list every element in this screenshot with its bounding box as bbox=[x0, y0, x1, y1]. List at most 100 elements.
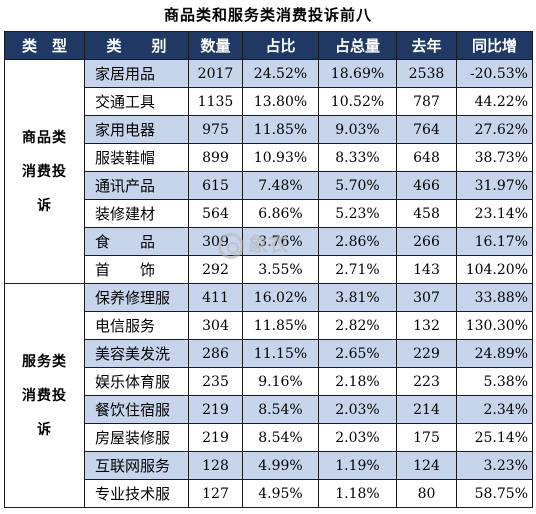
cell-item: 装修建材 bbox=[84, 199, 189, 228]
category-label-line: 消费投 bbox=[22, 163, 67, 180]
cell-count: 564 bbox=[188, 199, 243, 228]
cell-item: 家用电器 bbox=[84, 115, 189, 144]
table-body: 商品类 消费投诉家居用品 2017 24.52% 18.69% 2538 -20.53% 交通… bbox=[4, 59, 533, 508]
cell-last-year: 80 bbox=[396, 479, 457, 508]
cell-share-total: 2.71% bbox=[318, 255, 397, 284]
category-cell: 商品类 消费投诉 bbox=[4, 59, 85, 284]
cell-last-year: 132 bbox=[396, 311, 457, 340]
cell-share: 3.76% bbox=[242, 227, 319, 256]
cell-last-year: 214 bbox=[396, 395, 457, 424]
cell-yoy: 33.88% bbox=[456, 283, 533, 312]
cell-count: 615 bbox=[188, 171, 243, 200]
cell-yoy: 44.22% bbox=[456, 87, 533, 116]
cell-yoy: 3.23% bbox=[456, 451, 533, 480]
cell-yoy: 27.62% bbox=[456, 115, 533, 144]
cell-item: 房屋装修服 bbox=[84, 423, 189, 452]
cell-item: 互联网服务 bbox=[84, 451, 189, 480]
cell-last-year: 648 bbox=[396, 143, 457, 172]
cell-count: 411 bbox=[188, 283, 243, 312]
cell-share: 8.54% bbox=[242, 423, 319, 452]
cell-count: 235 bbox=[188, 367, 243, 396]
header-type: 类 型 bbox=[4, 31, 85, 60]
table-row: 互联网服务 128 4.99% 1.19% 124 3.23% bbox=[5, 451, 533, 480]
cell-item: 专业技术服 bbox=[84, 479, 189, 508]
cell-item: 餐饮住宿服 bbox=[84, 395, 189, 424]
cell-yoy: 31.97% bbox=[456, 171, 533, 200]
category-label-line: 商品类 bbox=[22, 129, 67, 146]
category-label-line: 诉 bbox=[37, 197, 52, 214]
table-row: 美容美发洗 286 11.15% 2.65% 229 24.89% bbox=[5, 339, 533, 368]
cell-share: 13.80% bbox=[242, 87, 319, 116]
table-row: 交通工具 1135 13.80% 10.52% 787 44.22% bbox=[5, 87, 533, 116]
cell-share-total: 18.69% bbox=[318, 59, 397, 88]
cell-item: 娱乐体育服 bbox=[84, 367, 189, 396]
cell-last-year: 466 bbox=[396, 171, 457, 200]
cell-yoy: 58.75% bbox=[456, 479, 533, 508]
table-row: 首 饰 292 3.55% 2.71% 143 104.20% bbox=[5, 255, 533, 284]
cell-count: 1135 bbox=[188, 87, 243, 116]
cell-share: 6.86% bbox=[242, 199, 319, 228]
cell-share: 24.52% bbox=[242, 59, 319, 88]
header-last-year: 去年 bbox=[396, 31, 457, 60]
cell-share-total: 5.70% bbox=[318, 171, 397, 200]
cell-share-total: 2.86% bbox=[318, 227, 397, 256]
cell-share-total: 10.52% bbox=[318, 87, 397, 116]
table-row: 娱乐体育服 235 9.16% 2.18% 223 5.38% bbox=[5, 367, 533, 396]
cell-last-year: 229 bbox=[396, 339, 457, 368]
cell-yoy: 23.14% bbox=[456, 199, 533, 228]
cell-share: 8.54% bbox=[242, 395, 319, 424]
cell-item: 首 饰 bbox=[84, 255, 189, 284]
cell-share: 10.93% bbox=[242, 143, 319, 172]
cell-count: 292 bbox=[188, 255, 243, 284]
cell-share-total: 2.03% bbox=[318, 395, 397, 424]
cell-yoy: 2.34% bbox=[456, 395, 533, 424]
cell-share: 16.02% bbox=[242, 283, 319, 312]
cell-share-total: 2.82% bbox=[318, 311, 397, 340]
cell-last-year: 2538 bbox=[396, 59, 457, 88]
cell-yoy: 104.20% bbox=[456, 255, 533, 284]
table-row: 装修建材 564 6.86% 5.23% 458 23.14% bbox=[5, 199, 533, 228]
table-row: 电信服务 304 11.85% 2.82% 132 130.30% bbox=[5, 311, 533, 340]
cell-yoy: 25.14% bbox=[456, 423, 533, 452]
cell-count: 304 bbox=[188, 311, 243, 340]
table-row: 专业技术服 127 4.95% 1.18% 80 58.75% bbox=[5, 479, 533, 508]
cell-share: 11.85% bbox=[242, 311, 319, 340]
cell-share: 4.95% bbox=[242, 479, 319, 508]
cell-last-year: 266 bbox=[396, 227, 457, 256]
cell-yoy: 24.89% bbox=[456, 339, 533, 368]
table-row: 餐饮住宿服 219 8.54% 2.03% 214 2.34% bbox=[5, 395, 533, 424]
cell-item: 美容美发洗 bbox=[84, 339, 189, 368]
cell-count: 286 bbox=[188, 339, 243, 368]
header-share: 占比 bbox=[242, 31, 319, 60]
header-count: 数量 bbox=[188, 31, 243, 60]
header-share-total: 占总量 bbox=[318, 31, 397, 60]
cell-share-total: 8.33% bbox=[318, 143, 397, 172]
cell-count: 309 bbox=[188, 227, 243, 256]
cell-yoy: 38.73% bbox=[456, 143, 533, 172]
header-item: 类 别 bbox=[84, 31, 189, 60]
cell-last-year: 223 bbox=[396, 367, 457, 396]
cell-last-year: 175 bbox=[396, 423, 457, 452]
cell-count: 127 bbox=[188, 479, 243, 508]
cell-share: 4.99% bbox=[242, 451, 319, 480]
cell-count: 219 bbox=[188, 423, 243, 452]
cell-share-total: 2.65% bbox=[318, 339, 397, 368]
cell-last-year: 124 bbox=[396, 451, 457, 480]
cell-last-year: 307 bbox=[396, 283, 457, 312]
table-title: 商品类和服务类消费投诉前八 bbox=[163, 6, 372, 24]
cell-share: 11.15% bbox=[242, 339, 319, 368]
cell-share-total: 2.03% bbox=[318, 423, 397, 452]
category-label-line: 诉 bbox=[37, 421, 52, 438]
category-label-line: 服务类 bbox=[22, 353, 67, 370]
cell-yoy: 16.17% bbox=[456, 227, 533, 256]
cell-last-year: 764 bbox=[396, 115, 457, 144]
cell-share: 3.55% bbox=[242, 255, 319, 284]
table-row: 房屋装修服 219 8.54% 2.03% 175 25.14% bbox=[5, 423, 533, 452]
cell-count: 128 bbox=[188, 451, 243, 480]
cell-item: 交通工具 bbox=[84, 87, 189, 116]
cell-yoy: 130.30% bbox=[456, 311, 533, 340]
header-yoy: 同比增 bbox=[456, 31, 533, 60]
cell-share: 11.85% bbox=[242, 115, 319, 144]
table-row: 家用电器 975 11.85% 9.03% 764 27.62% bbox=[5, 115, 533, 144]
cell-last-year: 458 bbox=[396, 199, 457, 228]
